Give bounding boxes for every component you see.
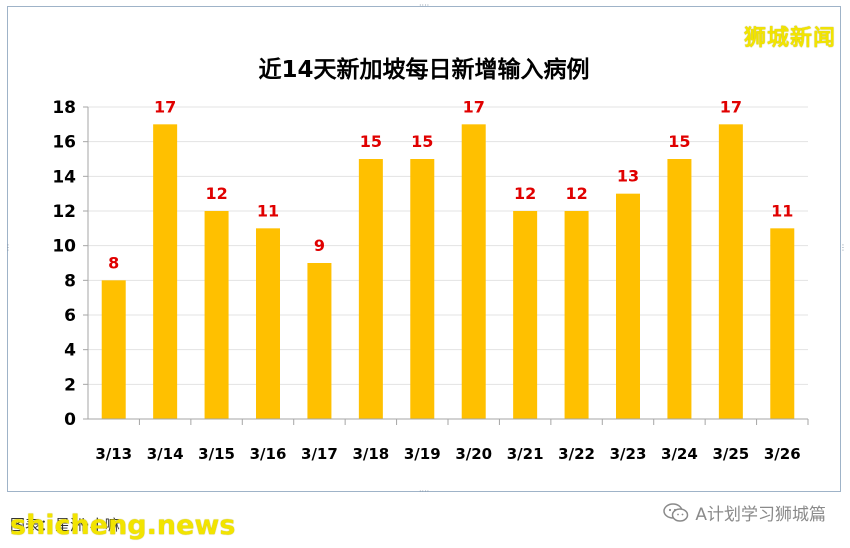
chart-title: 近14天新加坡每日新增输入病例 bbox=[258, 56, 589, 83]
x-tick-label: 3/21 bbox=[507, 445, 544, 463]
y-tick-label: 2 bbox=[64, 375, 76, 395]
bar bbox=[410, 159, 435, 419]
bar bbox=[358, 159, 383, 419]
y-tick-label: 8 bbox=[64, 271, 76, 291]
y-axis: 0 2 4 6 8 10 12 14 16 18 bbox=[52, 98, 89, 430]
bar bbox=[513, 211, 538, 419]
gridlines bbox=[88, 106, 808, 385]
data-label: 15 bbox=[668, 132, 690, 151]
y-tick-label: 14 bbox=[52, 167, 76, 187]
site-watermark: shicheng.news bbox=[10, 510, 236, 541]
frame-handle-right: ⋮ bbox=[839, 243, 847, 252]
frame-handle-left: ⋮ bbox=[4, 243, 12, 252]
bar bbox=[256, 228, 280, 419]
frame-handle-bottom: ···· bbox=[419, 487, 430, 496]
data-label: 13 bbox=[617, 167, 639, 186]
watermark-logo-top: 狮城新闻 bbox=[743, 26, 836, 51]
x-tick-label: 3/18 bbox=[352, 445, 389, 463]
y-tick-label: 16 bbox=[52, 133, 76, 153]
data-label: 17 bbox=[154, 97, 176, 116]
data-label: 12 bbox=[205, 184, 227, 203]
data-label: 9 bbox=[314, 236, 325, 255]
bar-chart: 近14天新加坡每日新增输入病例 0 2 4 6 8 10 12 14 16 18 8 17 12 11 9… bbox=[52, 56, 809, 463]
x-tick-label: 3/13 bbox=[95, 445, 132, 463]
frame-handle-top: ···· bbox=[419, 1, 430, 10]
y-tick-label: 0 bbox=[64, 410, 76, 430]
bar bbox=[153, 124, 178, 419]
bar bbox=[461, 124, 486, 419]
x-tick-label: 3/14 bbox=[147, 445, 184, 463]
x-tick-label: 3/17 bbox=[301, 445, 338, 463]
data-label: 11 bbox=[257, 201, 279, 220]
bar bbox=[307, 263, 332, 419]
bar bbox=[718, 124, 743, 419]
bar bbox=[564, 211, 589, 419]
source-note: 图表：星洲·小嘛 bbox=[10, 516, 120, 534]
x-tick-label: 3/22 bbox=[558, 445, 595, 463]
y-tick-label: 10 bbox=[52, 237, 76, 257]
bar bbox=[204, 211, 229, 419]
data-label: 12 bbox=[565, 184, 587, 203]
x-tick-label: 3/19 bbox=[404, 445, 441, 463]
data-label: 15 bbox=[411, 132, 433, 151]
chart-frame: 近14天新加坡每日新增输入病例 0 2 4 6 8 10 12 14 16 18 8 17 12 11 9… bbox=[7, 6, 841, 492]
x-tick-label: 3/20 bbox=[455, 445, 492, 463]
wechat-account: A计划学习狮城篇 bbox=[663, 500, 826, 525]
bar bbox=[616, 193, 640, 419]
bars bbox=[101, 124, 795, 419]
x-tick-label: 3/23 bbox=[610, 445, 647, 463]
y-tick-label: 18 bbox=[52, 98, 76, 118]
x-tick-label: 3/24 bbox=[661, 445, 698, 463]
data-label: 17 bbox=[463, 97, 485, 116]
x-tick-label: 3/15 bbox=[198, 445, 235, 463]
bar bbox=[770, 228, 795, 419]
bar bbox=[101, 280, 126, 419]
wechat-icon bbox=[663, 502, 689, 523]
data-label: 17 bbox=[720, 97, 742, 116]
data-label: 11 bbox=[771, 201, 793, 220]
data-labels: 8 17 12 11 9 15 15 17 12 12 13 15 17 11 bbox=[108, 97, 793, 272]
bar bbox=[667, 159, 692, 419]
x-tick-label: 3/16 bbox=[250, 445, 287, 463]
y-tick-label: 4 bbox=[64, 341, 76, 361]
y-tick-label: 12 bbox=[52, 202, 76, 222]
data-label: 8 bbox=[108, 253, 119, 272]
data-label: 15 bbox=[360, 132, 382, 151]
data-label: 12 bbox=[514, 184, 536, 203]
x-tick-label: 3/26 bbox=[764, 445, 801, 463]
wechat-account-name: A计划学习狮城篇 bbox=[695, 505, 826, 525]
y-tick-label: 6 bbox=[64, 306, 76, 326]
x-tick-label: 3/25 bbox=[712, 445, 749, 463]
x-axis: 3/13 3/14 3/15 3/16 3/17 3/18 3/19 3/20 3/21 3/22… bbox=[88, 418, 809, 463]
